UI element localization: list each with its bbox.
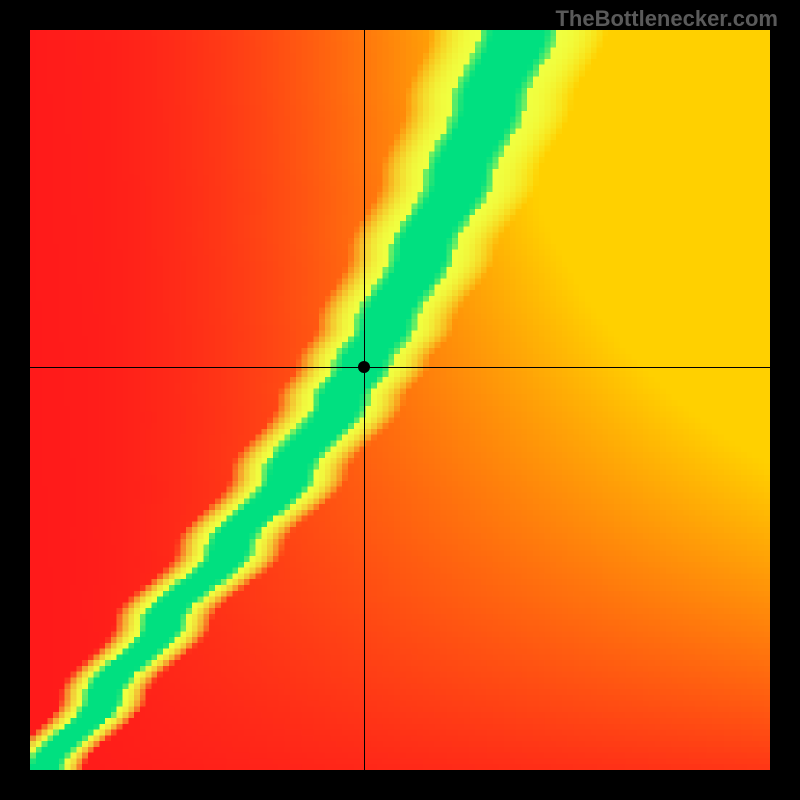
crosshair-horizontal xyxy=(30,367,770,368)
crosshair-dot xyxy=(358,361,370,373)
crosshair-vertical xyxy=(364,30,365,770)
watermark-text: TheBottlenecker.com xyxy=(555,6,778,32)
bottleneck-heatmap xyxy=(30,30,770,770)
figure-container: TheBottlenecker.com xyxy=(0,0,800,800)
